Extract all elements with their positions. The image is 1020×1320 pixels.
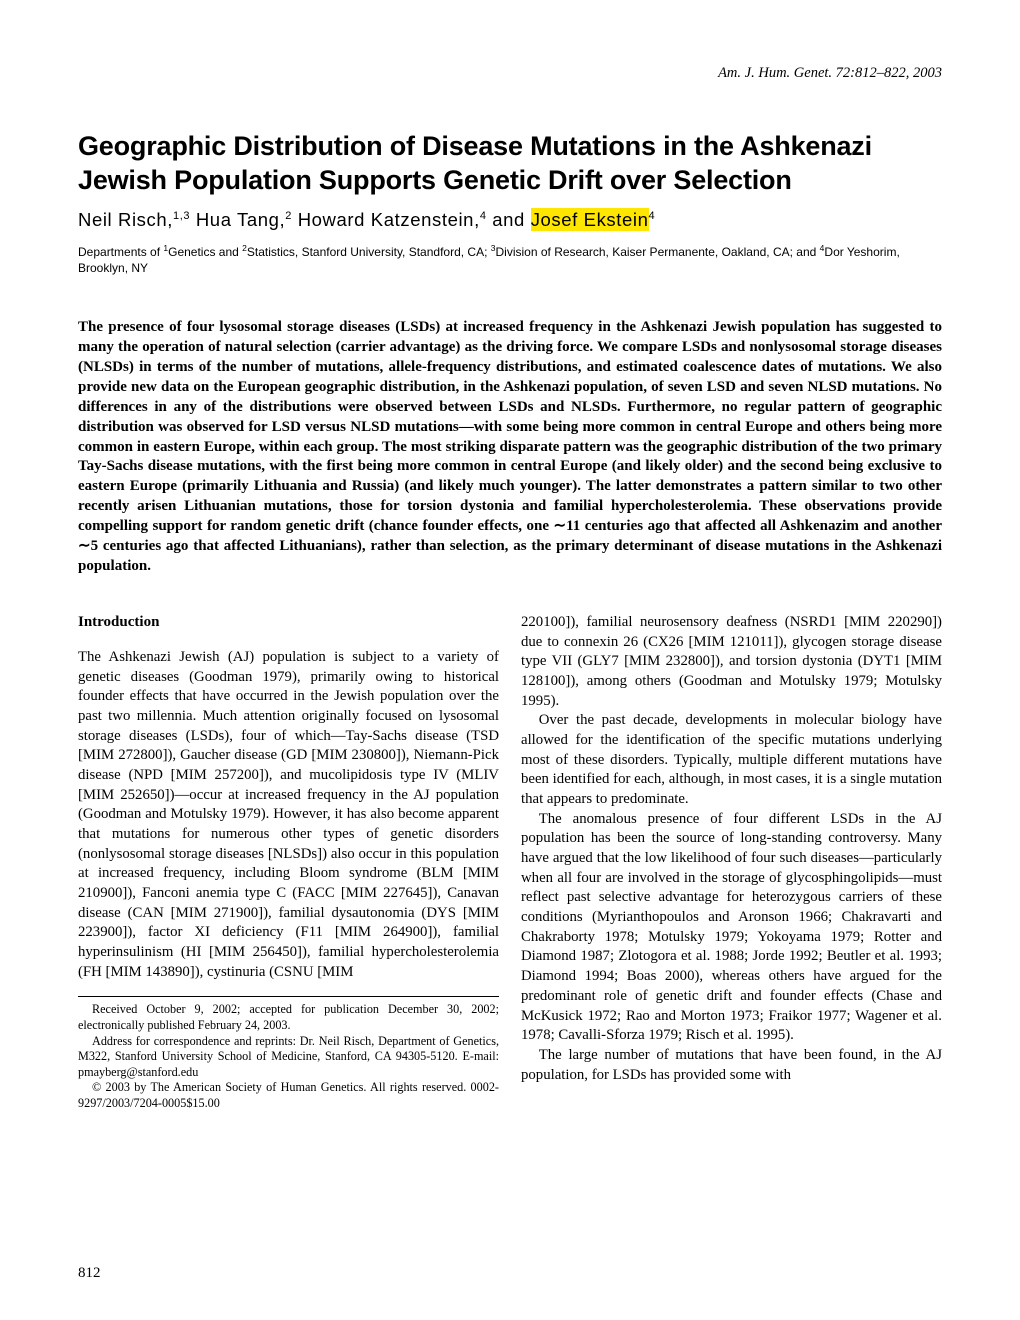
body-paragraph-2: Over the past decade, developments in mo… <box>521 711 942 809</box>
abstract: The presence of four lysosomal storage d… <box>78 318 942 577</box>
journal-reference: Am. J. Hum. Genet. 72:812–822, 2003 <box>78 65 942 82</box>
column-left: Introduction The Ashkenazi Jewish (AJ) p… <box>78 613 499 1112</box>
footnote-received: Received October 9, 2002; accepted for p… <box>78 1002 499 1033</box>
body-paragraph-4: The large number of mutations that have … <box>521 1046 942 1085</box>
column-right: 220100]), familial neurosensory deafness… <box>521 613 942 1112</box>
footnote-copyright: © 2003 by The American Society of Human … <box>78 1080 499 1111</box>
body-paragraph-3: The anomalous presence of four different… <box>521 810 942 1046</box>
page-number: 812 <box>78 1265 101 1282</box>
footnotes: Received October 9, 2002; accepted for p… <box>78 996 499 1111</box>
article-title: Geographic Distribution of Disease Mutat… <box>78 130 942 198</box>
author-list: Neil Risch,1,3 Hua Tang,2 Howard Katzens… <box>78 209 942 231</box>
footnote-correspondence: Address for correspondence and reprints:… <box>78 1034 499 1081</box>
intro-paragraph-1: The Ashkenazi Jewish (AJ) population is … <box>78 648 499 982</box>
body-paragraph-cont: 220100]), familial neurosensory deafness… <box>521 613 942 711</box>
body-columns: Introduction The Ashkenazi Jewish (AJ) p… <box>78 613 942 1112</box>
affiliations: Departments of 1Genetics and 2Statistics… <box>78 243 942 276</box>
section-heading-introduction: Introduction <box>78 613 499 633</box>
